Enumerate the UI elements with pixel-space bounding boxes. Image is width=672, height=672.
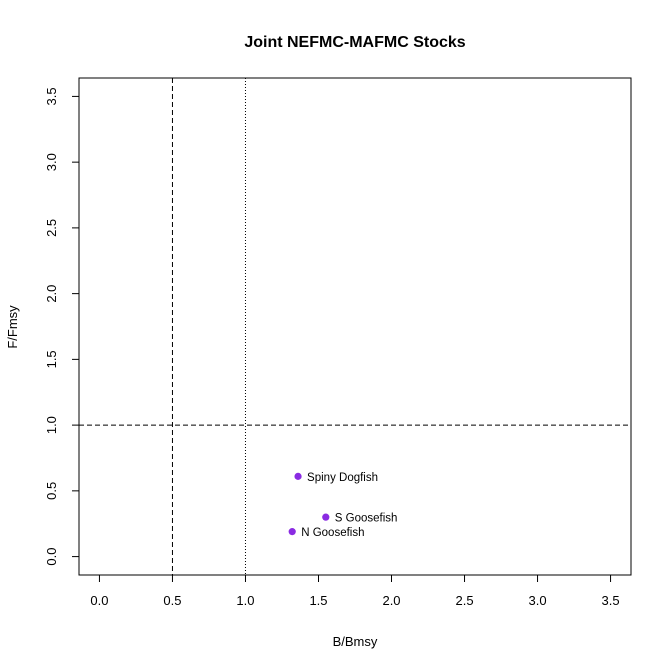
y-axis-label: F/Fmsy — [5, 305, 20, 349]
y-axis: 0.0 0.5 1.0 1.5 2.0 2.5 3.0 3.5 — [44, 87, 80, 566]
y-tick-label: 0.5 — [44, 482, 59, 500]
y-tick-label: 3.0 — [44, 153, 59, 171]
x-tick-label: 0.5 — [163, 593, 181, 608]
y-tick-label: 2.0 — [44, 285, 59, 303]
x-tick-label: 1.5 — [309, 593, 327, 608]
plot-frame — [78, 77, 632, 576]
x-tick-label: 2.5 — [455, 593, 473, 608]
data-point-s-goosefish — [322, 513, 330, 521]
data-label-spiny-dogfish: Spiny Dogfish — [307, 472, 378, 484]
x-axis-label: B/Bmsy — [333, 634, 378, 649]
x-axis: 0.0 0.5 1.0 1.5 2.0 2.5 3.0 3.5 — [90, 574, 620, 608]
data-point-n-goosefish — [288, 528, 296, 536]
x-tick-label: 2.0 — [382, 593, 400, 608]
chart-title: Joint NEFMC-MAFMC Stocks — [244, 34, 465, 51]
data-label-n-goosefish: N Goosefish — [301, 527, 364, 539]
y-tick-label: 1.5 — [44, 350, 59, 368]
y-tick-label: 3.5 — [44, 87, 59, 105]
y-tick-label: 0.0 — [44, 548, 59, 566]
x-tick-label: 3.0 — [529, 593, 547, 608]
data-point-spiny-dogfish — [294, 472, 302, 480]
x-tick-label: 0.0 — [90, 593, 108, 608]
reference-lines — [79, 78, 631, 575]
data-label-s-goosefish: S Goosefish — [335, 513, 398, 525]
x-tick-label: 3.5 — [602, 593, 620, 608]
x-tick-label: 1.0 — [236, 593, 254, 608]
y-tick-label: 2.5 — [44, 219, 59, 237]
y-tick-label: 1.0 — [44, 416, 59, 434]
data-points: Spiny Dogfish S Goosefish N Goosefish — [288, 472, 398, 539]
